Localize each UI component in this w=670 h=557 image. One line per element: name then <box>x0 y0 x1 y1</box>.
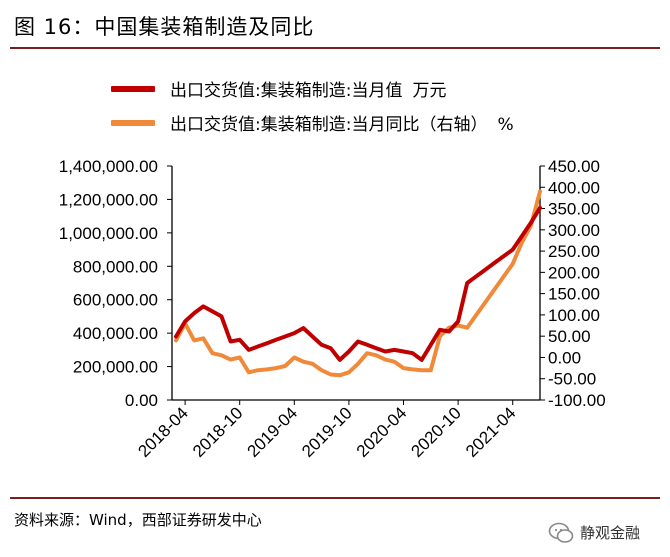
x-tick-label: 2020-10 <box>407 403 465 461</box>
right-tick-label: 200.00 <box>548 263 600 282</box>
left-tick-label: 600,000.00 <box>73 291 158 310</box>
value-series-line <box>174 205 542 362</box>
wechat-icon <box>548 522 574 543</box>
yoy-series-line <box>174 189 542 378</box>
legend-name-value: 出口交货值:集装箱制造:当月值 <box>170 81 403 101</box>
left-tick-label: 1,400,000.00 <box>59 157 158 176</box>
x-tick-label: 2020-04 <box>353 403 411 461</box>
title-rule <box>10 47 660 49</box>
legend-swatch-yoy <box>111 120 155 126</box>
right-tick-label: 350.00 <box>548 200 600 219</box>
watermark: 静观金融 <box>548 519 660 547</box>
figure-title: 图 16：中国集装箱制造及同比 <box>14 15 315 39</box>
right-tick-label: 300.00 <box>548 221 600 240</box>
legend-unit-value: 万元 <box>412 81 447 101</box>
legend-unit-yoy: % <box>497 115 514 135</box>
left-tick-label: 400,000.00 <box>73 324 158 343</box>
right-tick-label: 150.00 <box>548 285 600 304</box>
left-tick-label: 800,000.00 <box>73 257 158 276</box>
right-tick-label: 50.00 <box>548 327 591 346</box>
left-tick-label: 1,200,000.00 <box>59 190 158 209</box>
legend-name-yoy: 出口交货值:集装箱制造:当月同比（右轴） <box>170 115 488 135</box>
right-tick-label: -50.00 <box>548 370 596 389</box>
right-tick-label: 250.00 <box>548 242 600 261</box>
source-rule <box>10 497 660 499</box>
legend-label-yoy: 出口交货值:集装箱制造:当月同比（右轴）% <box>170 110 514 135</box>
legend-label-value: 出口交货值:集装箱制造:当月值 万元 <box>170 76 446 101</box>
x-tick-label: 2018-10 <box>189 403 247 461</box>
x-tick-label: 2018-04 <box>134 403 192 461</box>
source-note: 资料来源：Wind，西部证券研发中心 <box>14 511 262 529</box>
watermark-text: 静观金融 <box>580 524 641 542</box>
right-tick-label: 0.00 <box>548 348 581 367</box>
chart-plot: 0.00 200,000.00 400,000.00 600,000.00 800,00… <box>59 157 606 461</box>
x-tick-label: 2019-10 <box>298 403 356 461</box>
right-tick-label: 100.00 <box>548 306 600 325</box>
left-tick-label: 0.00 <box>125 391 158 410</box>
x-tick-label: 2021-04 <box>462 403 520 461</box>
left-tick-label: 200,000.00 <box>73 358 158 377</box>
x-tick-label: 2019-04 <box>244 403 302 461</box>
left-tick-label: 1,000,000.00 <box>59 224 158 243</box>
right-tick-label: 400.00 <box>548 178 600 197</box>
right-tick-label: 450.00 <box>548 157 600 176</box>
right-tick-label: -100.00 <box>548 391 606 410</box>
legend-swatch-value <box>111 86 155 92</box>
figure-header: 图 16：中国集装箱制造及同比 <box>0 0 670 48</box>
